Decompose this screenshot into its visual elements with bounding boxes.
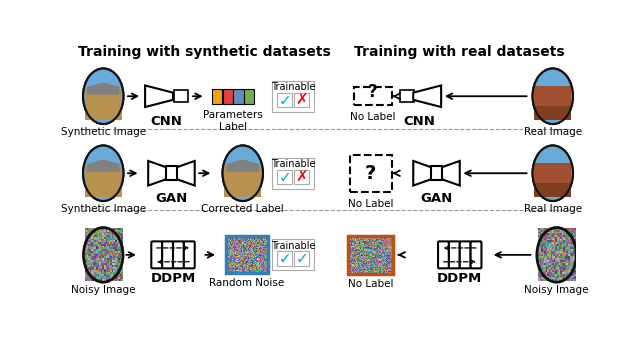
Text: Trainable: Trainable — [271, 82, 316, 92]
Text: ?: ? — [365, 164, 376, 183]
FancyBboxPatch shape — [449, 241, 460, 268]
Text: Training with synthetic datasets: Training with synthetic datasets — [77, 45, 330, 59]
Bar — [212, 88, 222, 104]
Bar — [234, 88, 244, 104]
Ellipse shape — [531, 144, 574, 202]
FancyBboxPatch shape — [184, 241, 195, 268]
Bar — [84, 88, 122, 120]
Text: CNN: CNN — [403, 115, 435, 128]
Polygon shape — [413, 85, 441, 107]
Polygon shape — [145, 85, 173, 107]
Polygon shape — [87, 159, 120, 172]
Polygon shape — [413, 161, 436, 186]
Bar — [534, 163, 572, 197]
FancyBboxPatch shape — [460, 241, 470, 268]
Text: ✗: ✗ — [295, 170, 308, 185]
Bar — [400, 90, 414, 102]
Ellipse shape — [221, 144, 264, 202]
Text: Synthetic Image: Synthetic Image — [61, 204, 146, 214]
Text: Real Image: Real Image — [524, 127, 582, 137]
Text: ✓: ✓ — [278, 92, 291, 107]
Bar — [224, 166, 261, 197]
Bar — [294, 251, 309, 266]
Text: ✓: ✓ — [278, 251, 291, 266]
Text: Training with real datasets: Training with real datasets — [355, 45, 565, 59]
Polygon shape — [436, 161, 460, 186]
Bar — [226, 236, 268, 273]
Text: CNN: CNN — [151, 115, 183, 128]
FancyBboxPatch shape — [438, 241, 449, 268]
Bar — [277, 170, 292, 184]
Bar — [349, 155, 392, 192]
Text: Noisy Image: Noisy Image — [524, 285, 589, 295]
Bar — [174, 90, 188, 102]
FancyBboxPatch shape — [470, 241, 481, 268]
Text: Corrected Label: Corrected Label — [202, 204, 284, 214]
Bar — [353, 87, 392, 105]
Bar — [534, 183, 572, 197]
Bar — [534, 86, 572, 120]
Text: GAN: GAN — [420, 192, 452, 205]
Text: No Label: No Label — [348, 279, 394, 289]
Bar — [272, 158, 314, 189]
Bar — [348, 236, 393, 274]
Bar — [294, 170, 309, 184]
Ellipse shape — [83, 69, 124, 124]
Text: Parameters
Label: Parameters Label — [203, 110, 262, 132]
Text: ✓: ✓ — [295, 251, 308, 266]
Text: ?: ? — [368, 83, 378, 101]
Bar — [272, 81, 314, 112]
FancyBboxPatch shape — [162, 241, 173, 268]
Text: Synthetic Image: Synthetic Image — [61, 127, 146, 137]
Bar — [223, 88, 233, 104]
Polygon shape — [87, 82, 120, 95]
Text: No Label: No Label — [350, 112, 396, 122]
Text: Noisy Image: Noisy Image — [71, 285, 136, 295]
Text: GAN: GAN — [156, 192, 188, 205]
Polygon shape — [227, 159, 259, 172]
Bar — [431, 166, 442, 180]
Bar — [244, 88, 254, 104]
Ellipse shape — [83, 146, 124, 201]
Bar — [277, 251, 292, 266]
Ellipse shape — [82, 67, 125, 125]
Text: Random Noise: Random Noise — [209, 278, 284, 288]
Text: DDPM: DDPM — [437, 272, 483, 285]
Text: Trainable: Trainable — [271, 241, 316, 251]
Ellipse shape — [223, 146, 263, 201]
Polygon shape — [148, 161, 172, 186]
Bar — [272, 239, 314, 270]
Text: ✓: ✓ — [278, 170, 291, 185]
Bar — [294, 93, 309, 107]
Bar — [166, 166, 177, 180]
Text: Trainable: Trainable — [271, 159, 316, 169]
Polygon shape — [172, 161, 195, 186]
Ellipse shape — [532, 146, 573, 201]
Text: DDPM: DDPM — [150, 272, 196, 285]
Text: No Label: No Label — [348, 200, 394, 209]
Ellipse shape — [531, 67, 574, 125]
FancyBboxPatch shape — [173, 241, 184, 268]
Text: ✗: ✗ — [295, 92, 308, 107]
Ellipse shape — [532, 69, 573, 124]
Bar — [277, 93, 292, 107]
Ellipse shape — [82, 144, 125, 202]
Text: Real Image: Real Image — [524, 204, 582, 214]
Bar — [534, 106, 572, 120]
Bar — [84, 166, 122, 197]
FancyBboxPatch shape — [151, 241, 162, 268]
